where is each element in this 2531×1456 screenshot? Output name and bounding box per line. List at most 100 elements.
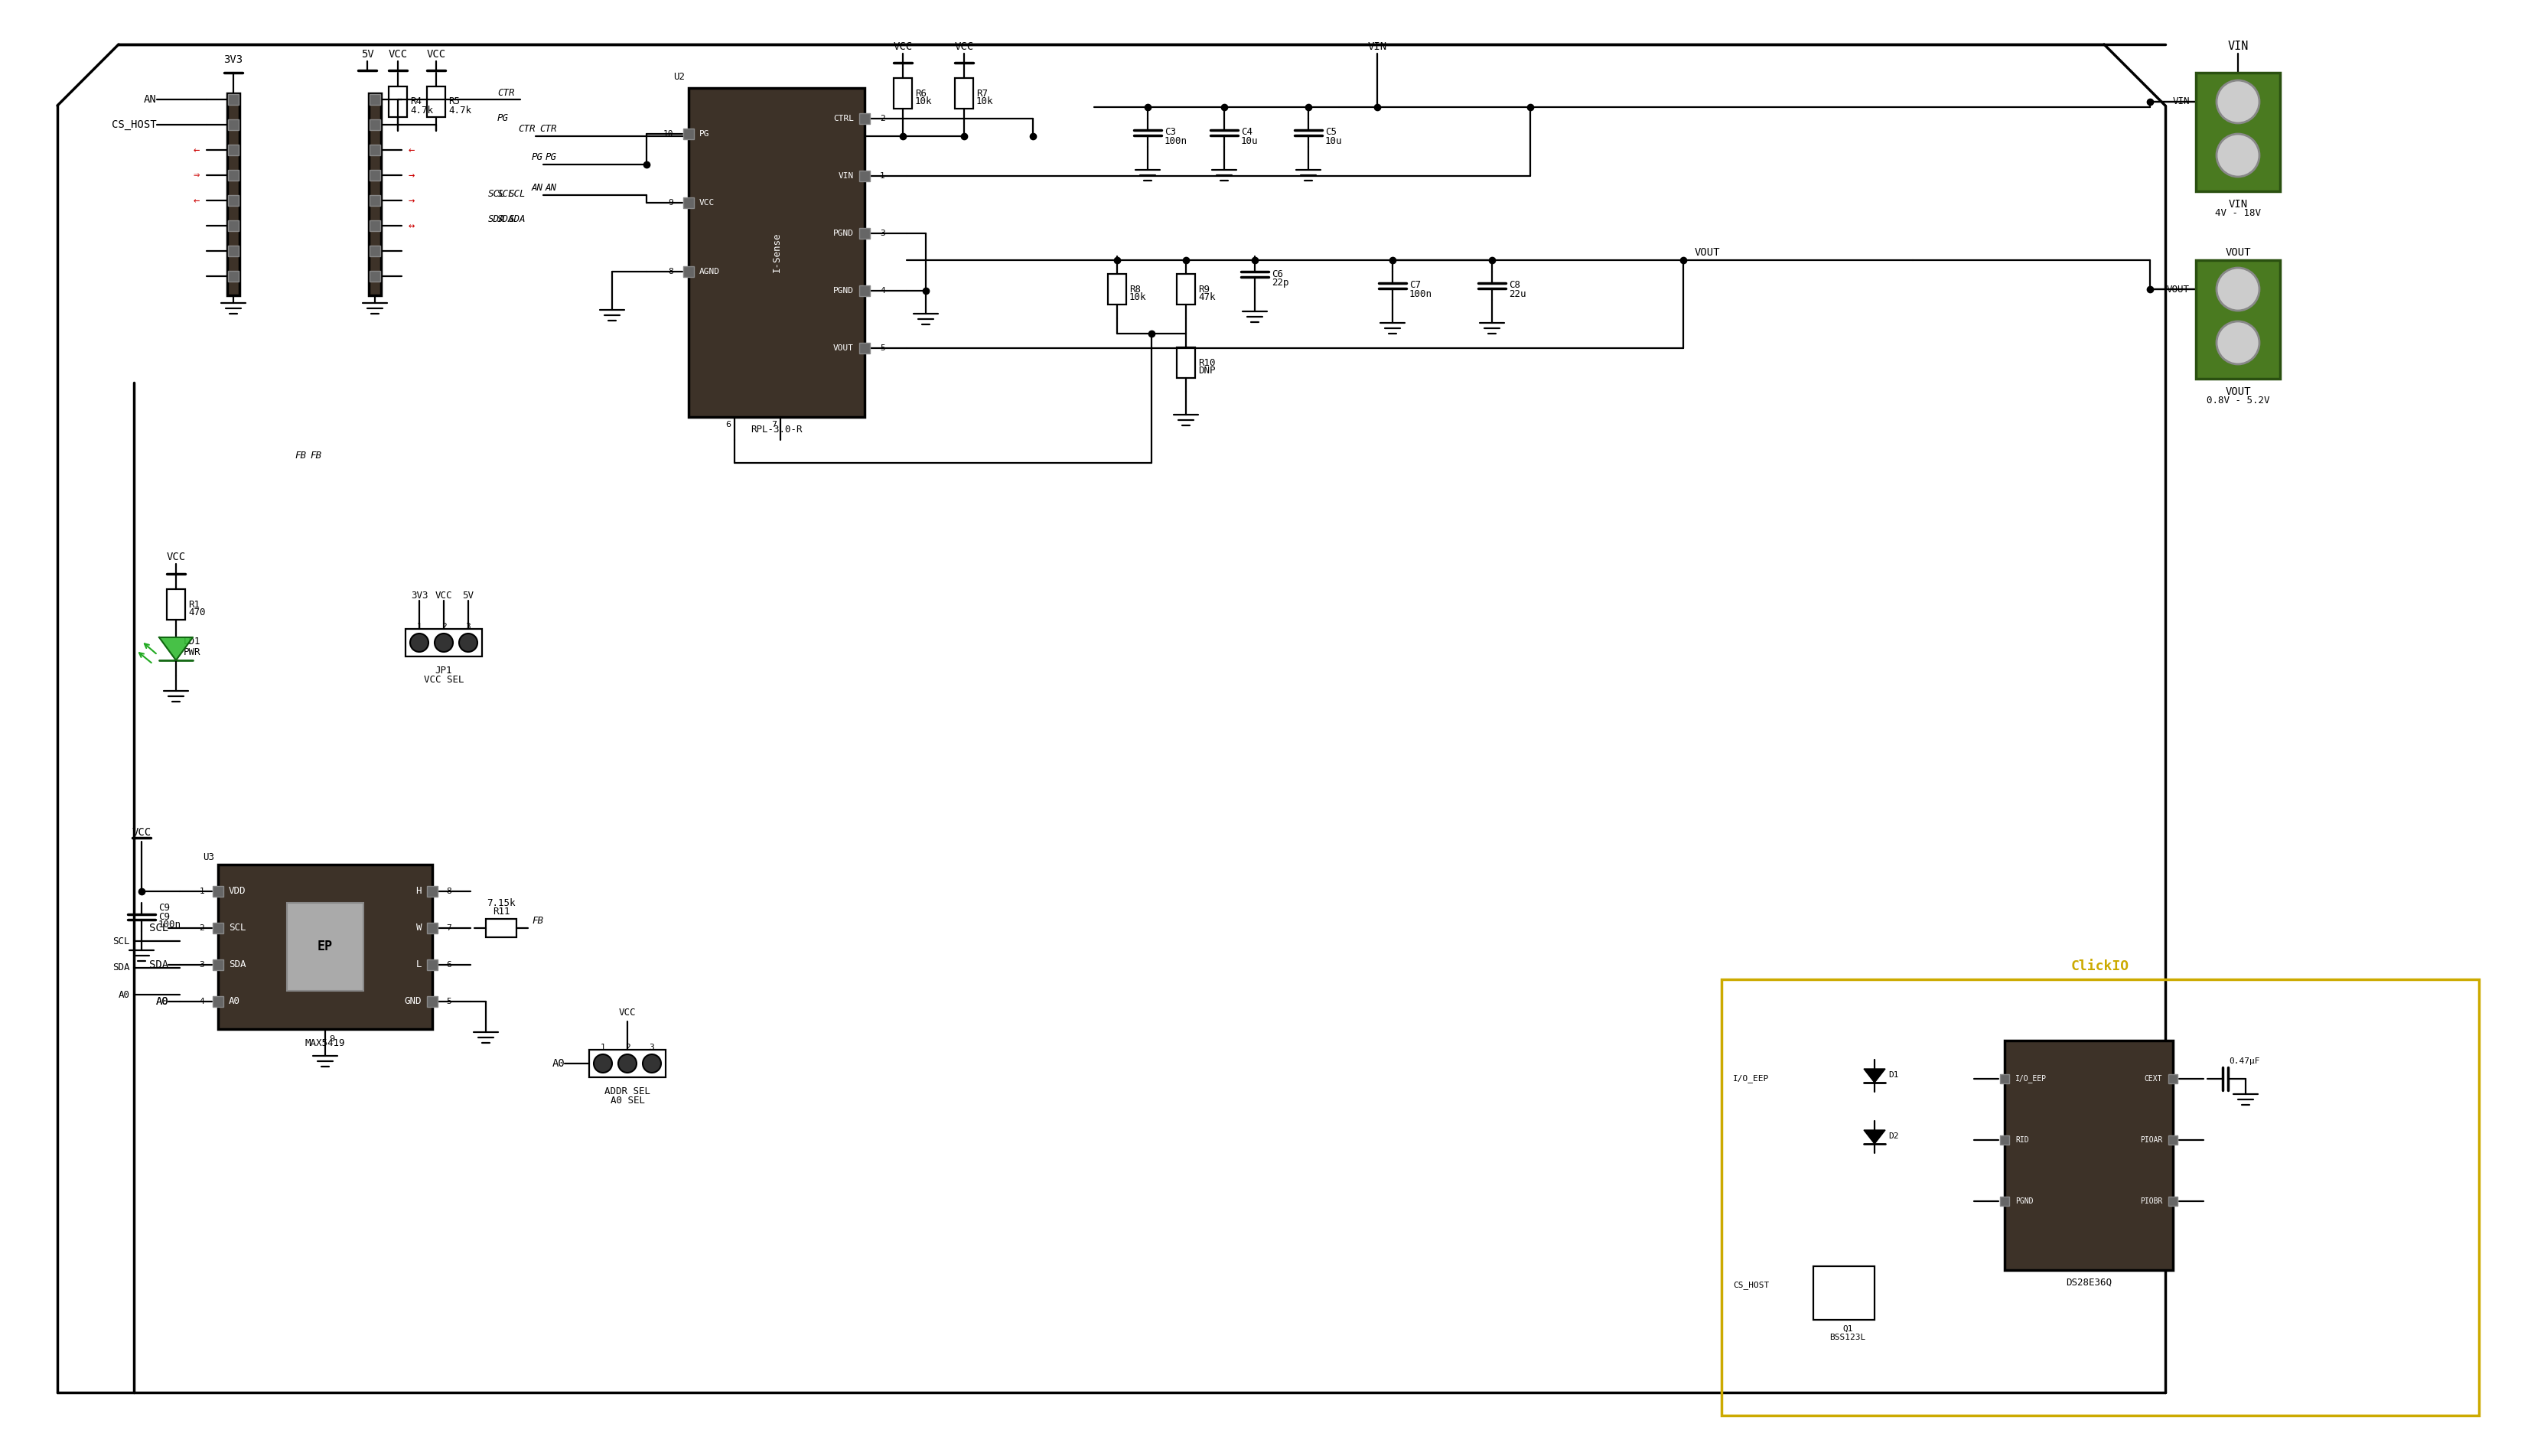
Text: 10: 10 — [663, 130, 673, 138]
Text: PGND: PGND — [833, 287, 853, 294]
Text: PG: PG — [547, 153, 557, 162]
Text: PIOAR: PIOAR — [2139, 1136, 2161, 1144]
Text: VOUT: VOUT — [2225, 248, 2250, 258]
Text: EP: EP — [316, 939, 332, 954]
Text: BSS123L: BSS123L — [1830, 1334, 1865, 1341]
Bar — [228, 95, 238, 105]
Text: VCC: VCC — [954, 41, 974, 52]
Text: ↔: ↔ — [407, 220, 415, 232]
Text: COPI: COPI — [243, 221, 263, 230]
Text: 100n: 100n — [159, 920, 182, 930]
Text: CS_HOST: CS_HOST — [111, 119, 157, 130]
Text: R10: R10 — [1197, 358, 1215, 367]
Text: 9: 9 — [329, 1035, 334, 1042]
Text: VIN: VIN — [2172, 96, 2189, 106]
Circle shape — [2217, 322, 2260, 364]
Text: CS_HOST: CS_HOST — [1734, 1281, 1769, 1290]
Text: FB: FB — [294, 451, 306, 460]
Text: ←: ← — [407, 144, 415, 156]
Text: VOUT: VOUT — [2167, 284, 2189, 294]
Text: SCL: SCL — [114, 936, 129, 946]
Bar — [286, 903, 364, 992]
Text: SDA: SDA — [488, 214, 506, 224]
Text: VCC: VCC — [618, 1008, 635, 1018]
Bar — [390, 86, 407, 116]
Bar — [228, 195, 238, 205]
Text: A0: A0 — [552, 1059, 564, 1069]
Text: 1: 1 — [200, 888, 205, 895]
Text: SDA: SDA — [496, 214, 514, 224]
Text: CS: CS — [243, 146, 253, 154]
Text: VCC: VCC — [699, 199, 714, 207]
Text: U3: U3 — [202, 852, 215, 862]
Bar — [428, 996, 438, 1008]
Text: JP1: JP1 — [435, 665, 453, 676]
Text: R9: R9 — [1197, 284, 1210, 294]
Bar — [428, 887, 438, 897]
Bar — [858, 342, 871, 354]
Bar — [370, 246, 380, 256]
Text: SDA: SDA — [149, 960, 170, 970]
Bar — [228, 119, 238, 130]
Text: PWR: PWR — [185, 646, 200, 657]
Text: 10u: 10u — [1240, 135, 1258, 146]
Text: 470: 470 — [187, 607, 205, 617]
Text: AN: AN — [532, 183, 544, 192]
Text: 7: 7 — [772, 421, 777, 428]
Bar — [2197, 261, 2280, 379]
Text: AN: AN — [547, 183, 557, 192]
Bar — [2169, 1197, 2177, 1206]
Bar — [683, 266, 693, 277]
Polygon shape — [1863, 1069, 1886, 1083]
Text: I-Sense: I-Sense — [772, 233, 782, 272]
Text: 6: 6 — [445, 961, 451, 968]
Text: ⇒: ⇒ — [192, 170, 200, 181]
Bar — [370, 93, 382, 296]
Text: 7.15k: 7.15k — [486, 898, 516, 909]
Bar — [1177, 348, 1195, 379]
Text: 100n: 100n — [1410, 288, 1433, 298]
Text: 100n: 100n — [1164, 135, 1187, 146]
Bar — [1999, 1136, 2010, 1144]
Text: D1: D1 — [1888, 1072, 1898, 1079]
Text: INT: INT — [349, 121, 364, 128]
Text: 8: 8 — [668, 268, 673, 275]
Bar — [858, 285, 871, 296]
Bar — [1812, 1267, 1875, 1319]
Text: 9: 9 — [668, 199, 673, 207]
Text: 3: 3 — [650, 1044, 656, 1051]
Bar — [228, 93, 240, 296]
Text: 4: 4 — [881, 287, 886, 294]
Text: A0: A0 — [228, 996, 240, 1006]
Text: →: → — [407, 170, 415, 181]
Text: 10u: 10u — [1326, 135, 1341, 146]
Text: R8: R8 — [1129, 284, 1141, 294]
Text: GND: GND — [405, 996, 423, 1006]
Circle shape — [643, 1054, 661, 1073]
Text: 47k: 47k — [1197, 293, 1215, 303]
Text: 5V: 5V — [463, 591, 473, 601]
Text: C4: C4 — [1240, 127, 1253, 137]
Text: VCC: VCC — [428, 50, 445, 60]
Text: D2: D2 — [1888, 1133, 1898, 1140]
Text: PG: PG — [699, 130, 709, 138]
Bar — [858, 114, 871, 124]
Bar — [405, 629, 481, 657]
Text: 4.7k: 4.7k — [410, 105, 433, 115]
Text: ←: ← — [192, 195, 200, 205]
Text: VDD: VDD — [228, 887, 246, 897]
Text: A0: A0 — [119, 990, 129, 1000]
Text: R1: R1 — [187, 600, 200, 610]
Text: PGND: PGND — [2015, 1197, 2032, 1206]
Bar — [213, 887, 223, 897]
Text: VCC: VCC — [132, 827, 152, 837]
Circle shape — [2217, 134, 2260, 176]
Bar — [688, 87, 866, 416]
Text: R6: R6 — [916, 89, 926, 99]
Text: VCC: VCC — [893, 41, 914, 52]
Text: C5: C5 — [1326, 127, 1336, 137]
Bar — [1109, 274, 1126, 304]
Text: 10k: 10k — [1129, 293, 1147, 303]
Text: SDA: SDA — [228, 960, 246, 970]
Text: 1: 1 — [418, 623, 423, 630]
